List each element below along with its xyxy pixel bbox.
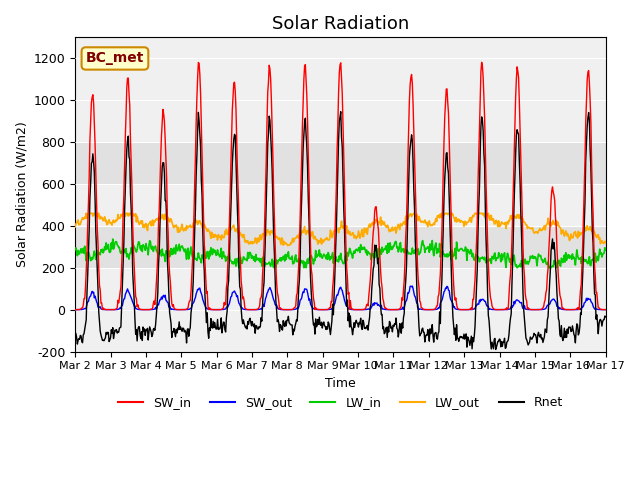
Y-axis label: Solar Radiation (W/m2): Solar Radiation (W/m2) (15, 121, 28, 267)
Text: BC_met: BC_met (86, 51, 144, 65)
Bar (75, 142, 605, 184)
Title: Solar Radiation: Solar Radiation (272, 15, 409, 33)
Legend: SW_in, SW_out, LW_in, LW_out, Rnet: SW_in, SW_out, LW_in, LW_out, Rnet (113, 391, 568, 414)
Bar (75, 226, 605, 268)
X-axis label: Time: Time (325, 377, 356, 390)
